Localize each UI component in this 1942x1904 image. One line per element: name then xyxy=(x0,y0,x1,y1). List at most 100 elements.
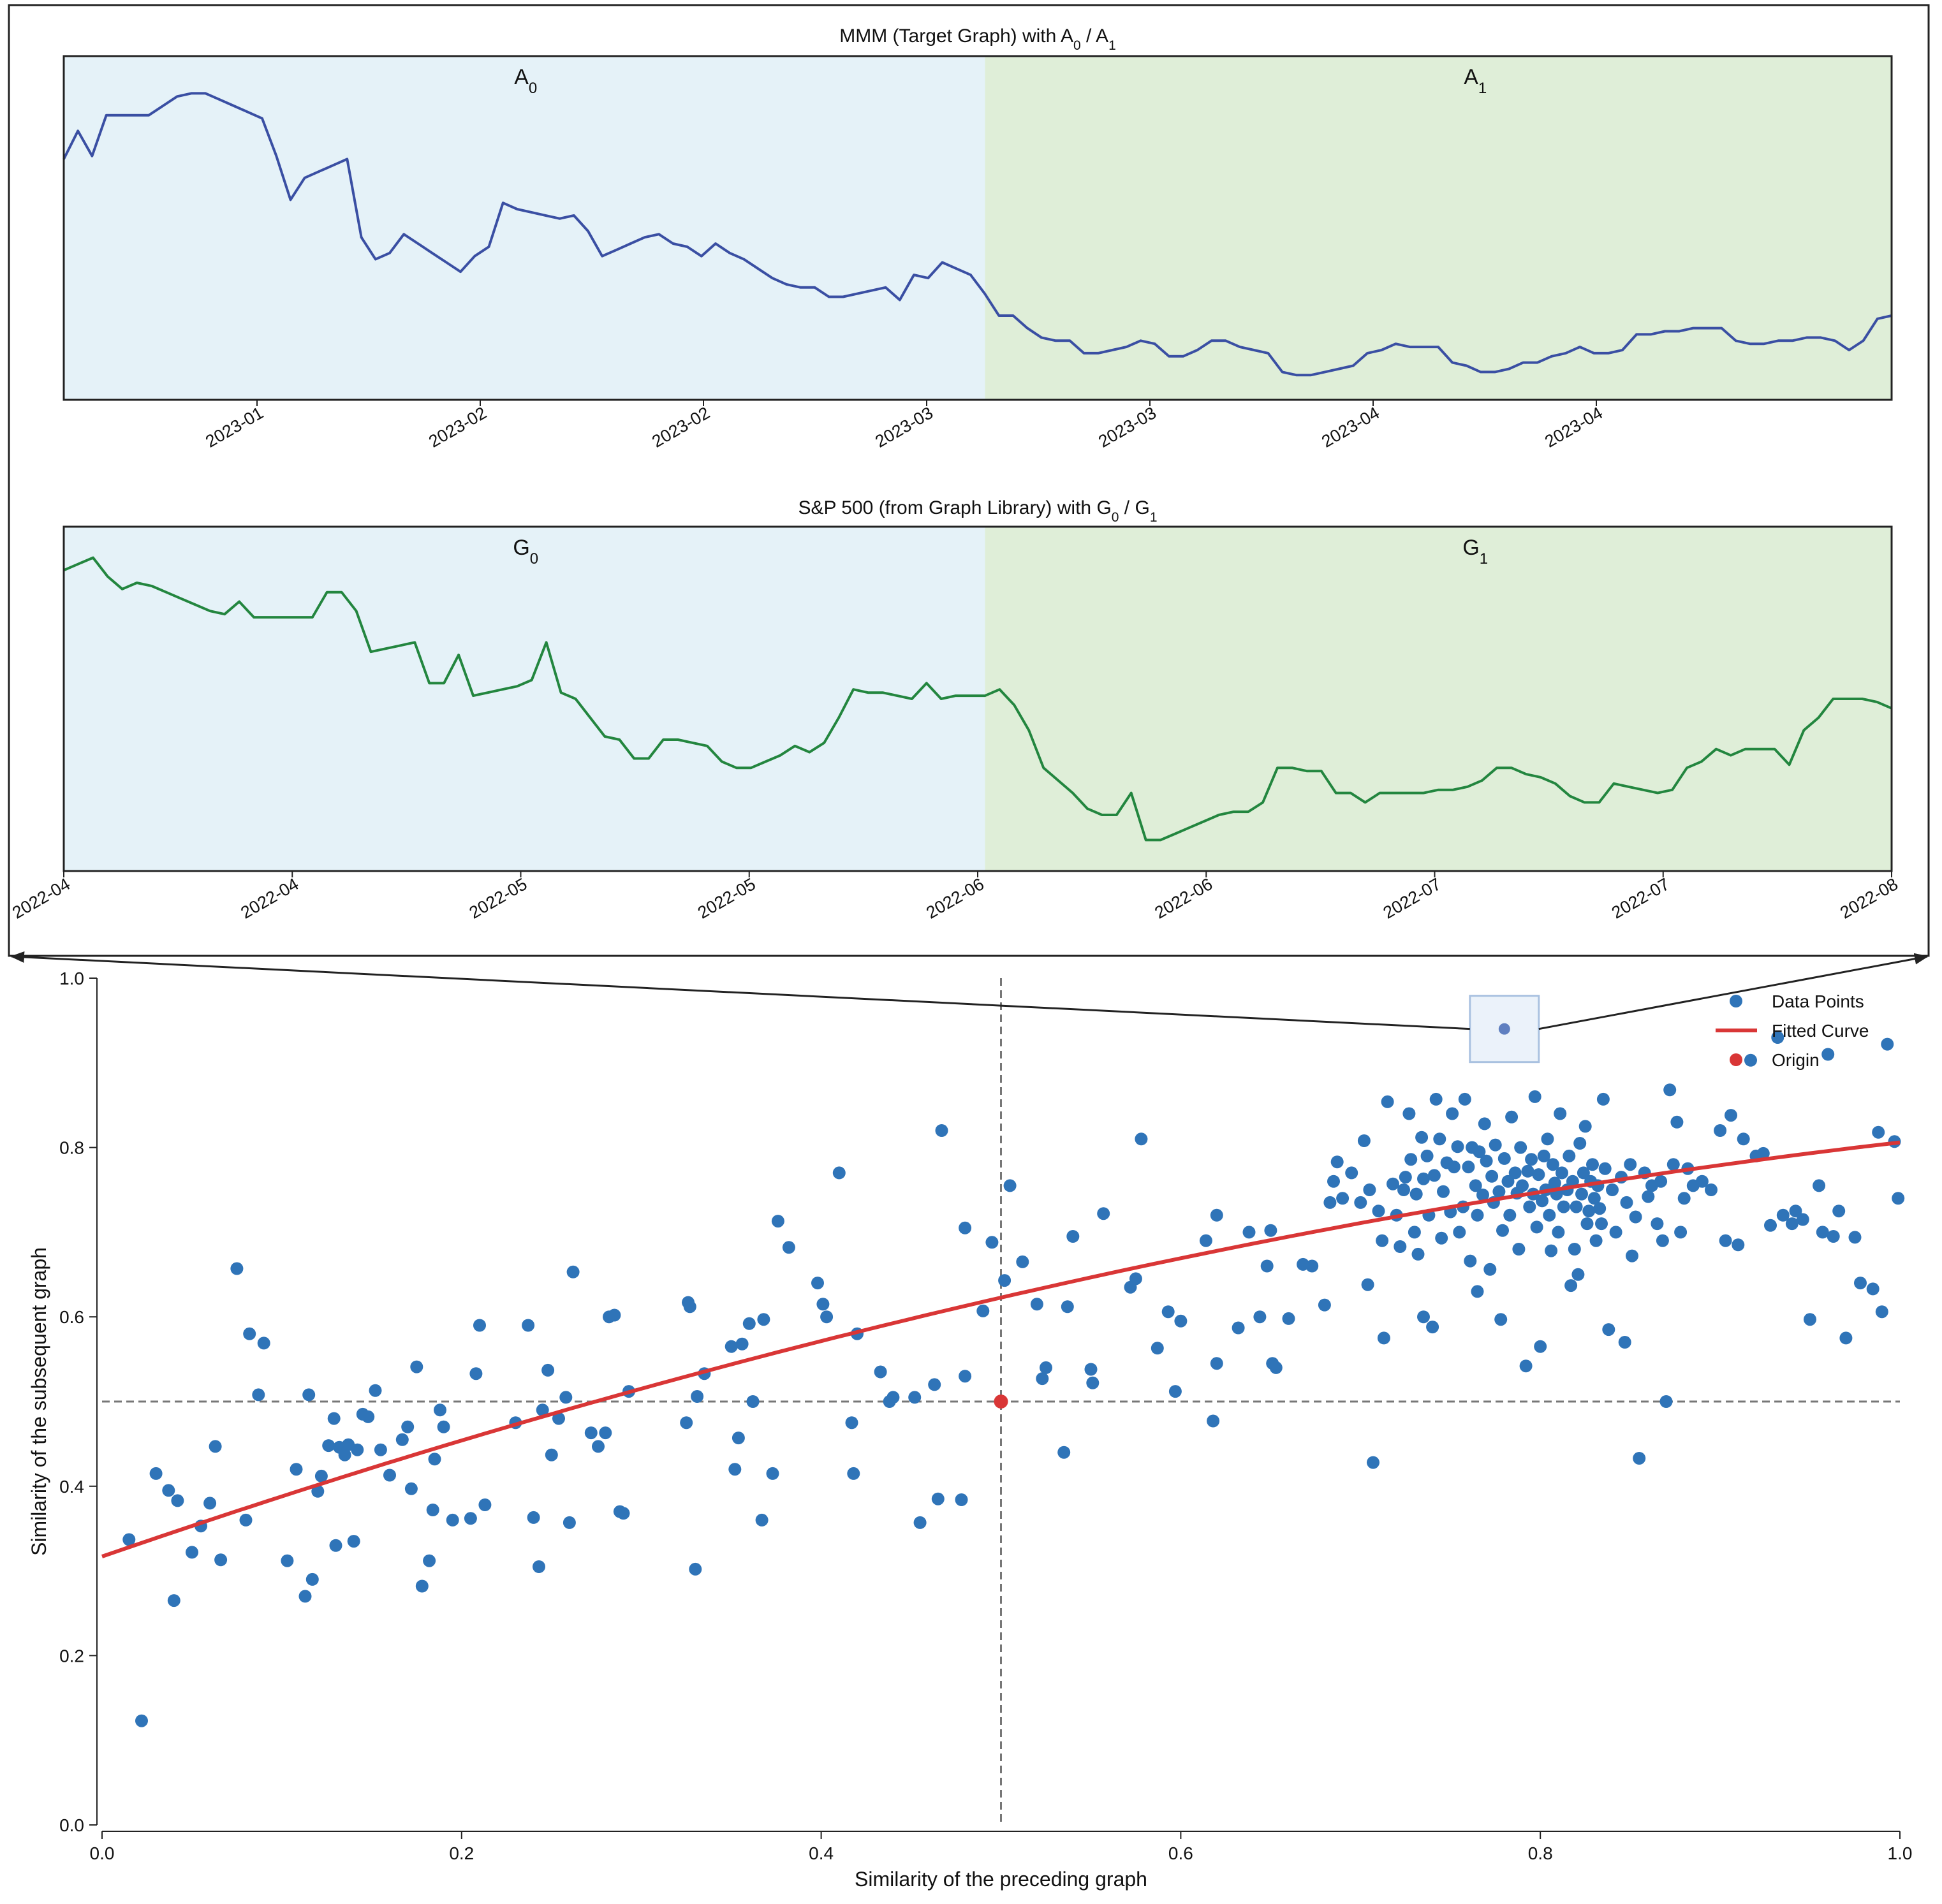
data-point xyxy=(1832,1205,1846,1218)
data-point xyxy=(1429,1092,1443,1106)
data-point xyxy=(1537,1149,1550,1162)
data-point xyxy=(955,1493,968,1506)
data-point xyxy=(1462,1161,1475,1174)
data-point xyxy=(527,1511,540,1524)
data-point xyxy=(559,1391,573,1404)
x-tick-label: 2022-06 xyxy=(1151,874,1216,923)
data-point xyxy=(1516,1179,1529,1192)
data-point xyxy=(162,1484,175,1497)
data-point xyxy=(1097,1207,1110,1220)
data-point xyxy=(1714,1124,1727,1137)
data-point xyxy=(1541,1132,1554,1146)
region-a0-shade xyxy=(64,56,985,400)
data-point xyxy=(1415,1131,1429,1144)
library-title-sub0: 0 xyxy=(1112,510,1119,525)
data-point xyxy=(1776,1208,1790,1222)
data-point xyxy=(1161,1305,1175,1319)
data-point xyxy=(305,1572,319,1586)
data-point xyxy=(1866,1282,1879,1296)
data-point xyxy=(1624,1158,1637,1171)
region-a1-base: A xyxy=(1464,65,1478,89)
data-point xyxy=(464,1512,477,1525)
highlight-point xyxy=(1498,1023,1510,1035)
legend-data-points-label: Data Points xyxy=(1772,992,1864,1011)
data-point xyxy=(1525,1153,1538,1166)
data-point xyxy=(1496,1224,1509,1237)
data-point xyxy=(771,1215,784,1228)
data-point xyxy=(1458,1092,1471,1106)
data-point xyxy=(1451,1140,1464,1153)
data-point xyxy=(1764,1219,1777,1232)
data-point xyxy=(1521,1164,1534,1178)
data-point xyxy=(1376,1234,1389,1247)
target-plot-frame xyxy=(63,55,1893,401)
data-point xyxy=(1476,1189,1489,1201)
region-g1-sub: 1 xyxy=(1480,550,1488,568)
data-point xyxy=(959,1221,972,1234)
region-a1-sub: 1 xyxy=(1478,80,1487,97)
data-point xyxy=(1666,1158,1680,1171)
data-point xyxy=(1848,1231,1862,1244)
data-point xyxy=(1554,1107,1567,1120)
data-point xyxy=(1408,1226,1421,1239)
data-point xyxy=(536,1403,549,1417)
data-point xyxy=(1725,1109,1737,1122)
x-tick-label: 2022-05 xyxy=(466,874,531,923)
data-point xyxy=(1397,1183,1410,1196)
data-point xyxy=(1327,1175,1340,1188)
x-axis-label: Similarity of the preceding graph xyxy=(855,1868,1147,1891)
data-point xyxy=(423,1554,436,1567)
data-point xyxy=(832,1166,846,1180)
library-series-line xyxy=(63,556,1892,842)
x-tick-label: 2023-02 xyxy=(425,403,490,451)
data-point xyxy=(1519,1359,1533,1373)
data-point xyxy=(1677,1192,1691,1205)
target-graph-title: MMM (Target Graph) with A0 / A1 xyxy=(839,26,1116,53)
data-point xyxy=(1473,1145,1486,1159)
data-point xyxy=(1168,1385,1182,1398)
legend-origin-marker xyxy=(1730,1053,1742,1066)
data-point xyxy=(281,1554,294,1567)
data-point xyxy=(203,1497,217,1510)
data-point xyxy=(1804,1313,1816,1326)
data-point xyxy=(1789,1205,1802,1218)
data-point xyxy=(1670,1115,1684,1129)
data-point xyxy=(257,1336,270,1350)
data-point xyxy=(1129,1272,1142,1285)
data-point xyxy=(469,1367,483,1380)
data-point xyxy=(766,1467,779,1480)
legend: Data Points Fitted Curve Origin xyxy=(1716,992,1869,1070)
x-tick-label: 2023-04 xyxy=(1541,403,1606,451)
data-point xyxy=(1210,1208,1223,1222)
x-tick-label: 2023-03 xyxy=(872,403,936,451)
fitted-curve xyxy=(101,1140,1901,1558)
data-point xyxy=(1381,1095,1394,1108)
data-point xyxy=(374,1443,387,1456)
data-point xyxy=(959,1370,972,1383)
data-point xyxy=(1345,1166,1358,1180)
data-point xyxy=(742,1317,756,1330)
data-point xyxy=(1417,1310,1430,1324)
data-point xyxy=(1282,1312,1295,1325)
data-point xyxy=(1586,1158,1599,1171)
data-point xyxy=(1323,1196,1337,1209)
data-point xyxy=(434,1403,446,1417)
data-point xyxy=(122,1533,136,1546)
data-point xyxy=(1881,1037,1894,1051)
data-point xyxy=(935,1124,948,1137)
data-point xyxy=(1040,1361,1052,1374)
data-point xyxy=(1756,1146,1770,1160)
library-x-ticks: 2022-04 2022-04 2022-05 2022-05 2022-06 2022-… xyxy=(9,871,1901,923)
data-point xyxy=(608,1308,621,1322)
region-a0-base: A xyxy=(514,65,529,89)
data-point xyxy=(998,1274,1011,1287)
y-tick-label: 0.8 xyxy=(59,1138,84,1158)
data-point xyxy=(401,1420,415,1433)
data-point xyxy=(1242,1226,1256,1239)
data-point xyxy=(302,1388,316,1402)
data-point xyxy=(167,1594,180,1607)
data-point xyxy=(428,1453,441,1466)
x-axis-ticks: 0.0 0.2 0.4 0.6 0.8 1.0 xyxy=(90,1831,1912,1863)
target-x-ticks: 2023-01 2023-02 2023-02 2023-03 2023-03 2023-… xyxy=(202,400,1606,451)
